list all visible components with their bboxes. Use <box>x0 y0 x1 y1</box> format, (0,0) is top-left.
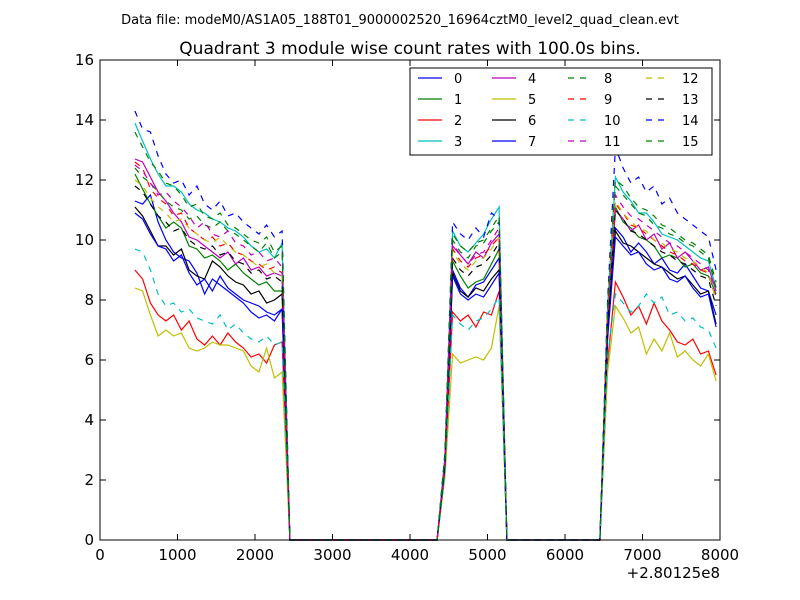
ticks-layer: 0 1000 2000 3000 4000 5000 6000 7000 80000246810… <box>75 51 739 564</box>
legend-label-5: 5 <box>528 93 536 108</box>
legend-label-7: 7 <box>528 135 536 150</box>
legend-label-10: 10 <box>604 114 621 129</box>
x-tick-label: 6000 <box>546 546 584 564</box>
legend-label-14: 14 <box>682 114 699 129</box>
x-tick-label: 2000 <box>236 546 274 564</box>
y-tick-label: 8 <box>84 291 94 309</box>
legend-label-2: 2 <box>454 114 462 129</box>
y-tick-label: 6 <box>84 351 94 369</box>
series-line-5 <box>134 287 717 541</box>
legend-label-1: 1 <box>454 93 462 108</box>
series-line-9 <box>134 161 717 541</box>
y-tick-label: 4 <box>84 411 94 429</box>
legend-label-4: 4 <box>528 72 536 87</box>
y-tick-label: 12 <box>75 171 94 189</box>
series-line-12 <box>134 179 717 541</box>
y-tick-label: 16 <box>75 51 94 69</box>
legend-label-12: 12 <box>682 72 699 87</box>
legend-label-3: 3 <box>454 135 462 150</box>
x-tick-label: 3000 <box>313 546 351 564</box>
x-tick-label: 1000 <box>158 546 196 564</box>
legend-label-0: 0 <box>454 72 462 87</box>
series-layer <box>134 110 717 541</box>
series-line-13 <box>134 185 717 541</box>
y-tick-label: 14 <box>75 111 94 129</box>
x-tick-label: 0 <box>95 546 105 564</box>
chart-suptitle: Data file: modeM0/AS1A05_188T01_90000025… <box>121 13 679 28</box>
legend-label-9: 9 <box>604 93 612 108</box>
series-line-14 <box>134 110 717 541</box>
series-line-11 <box>134 164 717 541</box>
y-tick-label: 2 <box>84 471 94 489</box>
legend-label-6: 6 <box>528 114 536 129</box>
y-tick-label: 0 <box>84 531 94 549</box>
legend-label-11: 11 <box>604 135 621 150</box>
series-line-0 <box>134 193 717 541</box>
x-tick-label: 5000 <box>468 546 506 564</box>
x-offset-label: +2.80125e8 <box>627 564 720 582</box>
series-line-3 <box>134 122 717 541</box>
x-tick-label: 4000 <box>391 546 429 564</box>
legend-label-15: 15 <box>682 135 699 150</box>
series-line-4 <box>134 158 717 541</box>
series-line-7 <box>134 212 717 541</box>
legend-label-8: 8 <box>604 72 612 87</box>
series-line-15 <box>134 131 717 541</box>
chart-title: Quadrant 3 module wise count rates with … <box>179 39 640 59</box>
y-tick-label: 10 <box>75 231 94 249</box>
legend-label-13: 13 <box>682 93 699 108</box>
x-tick-label: 7000 <box>623 546 661 564</box>
series-line-10 <box>134 248 717 541</box>
x-tick-label: 8000 <box>701 546 739 564</box>
